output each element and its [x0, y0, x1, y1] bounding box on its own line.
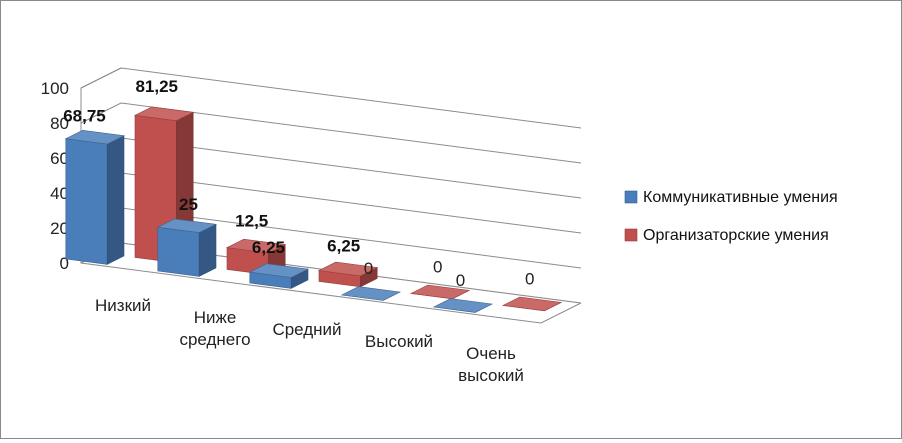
bar-top [432, 298, 494, 313]
category-label-line: Ниже [194, 308, 237, 327]
bar-top [64, 129, 126, 145]
category-label: Ниже среднего [179, 308, 250, 349]
bar-top [317, 261, 379, 277]
bar-organizational-5 [501, 296, 563, 312]
category-label: Средний [272, 320, 341, 339]
legend: Коммуникативные умения Организаторские ум… [624, 189, 838, 244]
bar-top [409, 284, 471, 300]
legend-swatch [624, 190, 638, 204]
category-label: Низкий [95, 296, 151, 315]
gridline [80, 102, 582, 164]
category-label-line: высокий [458, 366, 524, 385]
data-label: 0 [364, 259, 373, 278]
data-label: 25 [179, 195, 198, 214]
bar-front [65, 138, 108, 265]
category-label-line: Низкий [95, 296, 151, 315]
legend-swatch [624, 228, 638, 242]
data-label: 68,75 [63, 107, 106, 126]
y-tick-label: 80 [50, 114, 69, 133]
bar-communicative-4 [340, 286, 402, 301]
bar-communicative-5 [432, 298, 494, 313]
bar-top [225, 238, 287, 254]
category-label-line: Высокий [365, 332, 433, 351]
category-labels: Низкий Ниже среднего Средний Высокий Очень выс… [95, 296, 524, 385]
bar-organizational-3 [317, 261, 379, 288]
bar-top [156, 218, 218, 233]
y-tick-label: 40 [50, 184, 69, 203]
y-tick-label: 60 [50, 149, 69, 168]
bar-top [501, 296, 563, 312]
category-label-line: среднего [179, 330, 250, 349]
bar-top [340, 286, 402, 301]
data-label: 0 [525, 269, 534, 288]
data-label: 12,5 [235, 211, 268, 230]
data-label: 0 [433, 257, 442, 276]
bar-communicative-1 [64, 129, 126, 265]
data-label: 0 [456, 271, 465, 290]
data-label: 6,25 [252, 238, 285, 257]
legend-label: Коммуникативные умения [643, 189, 838, 206]
bar-top [248, 263, 310, 278]
category-label: Очень высокий [458, 344, 524, 385]
category-label: Высокий [365, 332, 433, 351]
bar-communicative-2 [156, 218, 218, 277]
data-label: 81,25 [135, 77, 178, 96]
y-tick-label: 100 [41, 79, 69, 98]
bars [64, 106, 563, 313]
bar-side [106, 135, 125, 265]
bar-top [133, 106, 195, 122]
y-tick-label: 20 [50, 219, 69, 238]
category-label-line: Очень [466, 344, 516, 363]
gridline [80, 67, 582, 129]
data-label: 6,25 [327, 236, 360, 255]
legend-label: Организаторские умения [643, 227, 829, 244]
bar-communicative-3 [248, 263, 310, 289]
y-tick-label: 0 [60, 254, 69, 273]
category-label-line: Средний [272, 320, 341, 339]
bar-side [198, 223, 217, 277]
y-axis-ticks: 0 20 40 60 80 100 [41, 79, 69, 273]
bar-front [157, 226, 200, 277]
